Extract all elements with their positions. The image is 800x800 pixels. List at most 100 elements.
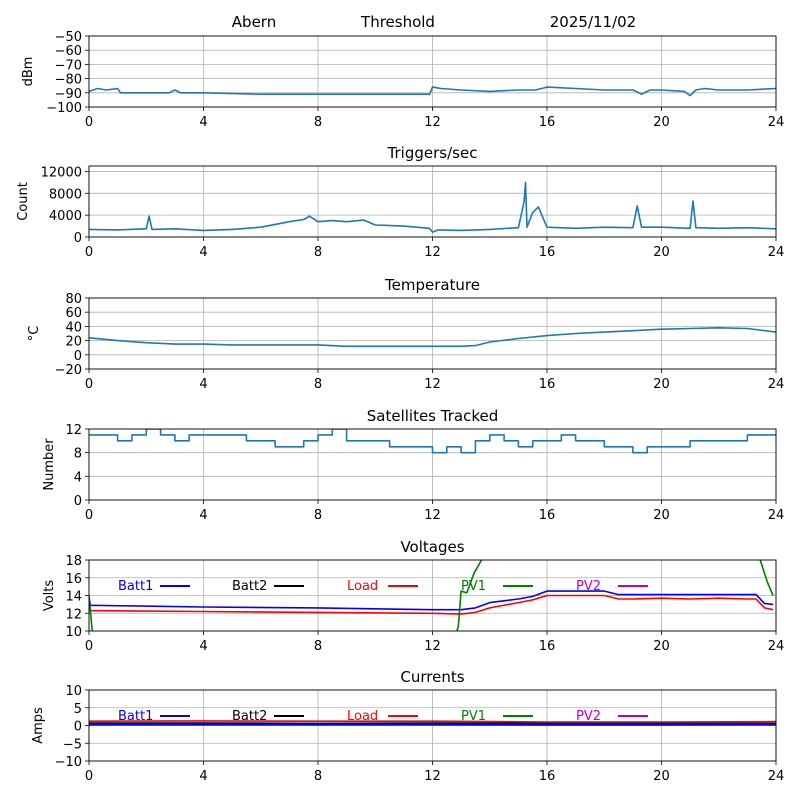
header-site: Abern xyxy=(232,13,276,31)
legend-label: Load xyxy=(347,709,378,724)
y-tick-label: 12 xyxy=(65,423,82,438)
legend-label: Load xyxy=(347,579,378,594)
y-tick-label: −90 xyxy=(55,87,82,102)
x-tick-label: 12 xyxy=(424,769,441,784)
x-tick-label: 8 xyxy=(314,508,322,523)
axes-frame xyxy=(88,689,777,762)
x-tick-label: 20 xyxy=(653,508,670,523)
axes-frame xyxy=(88,559,777,632)
axes-frame xyxy=(88,165,777,238)
y-tick-label: 80 xyxy=(65,292,82,307)
y-axis-label: Count xyxy=(16,182,31,221)
series-group xyxy=(89,327,776,348)
series-group xyxy=(89,181,776,233)
x-tick-label: 4 xyxy=(199,639,207,654)
legend-label: PV2 xyxy=(576,579,601,594)
x-tick-label: 20 xyxy=(653,245,670,260)
panel-title: Currents xyxy=(400,668,464,686)
x-tick-label: 12 xyxy=(424,508,441,523)
axes-frame xyxy=(88,297,777,370)
axes-frame xyxy=(88,35,777,108)
series-line-triggers xyxy=(89,181,776,233)
y-axis-label: Volts xyxy=(42,580,57,612)
y-tick-label: −70 xyxy=(55,58,82,73)
y-tick-label: −80 xyxy=(55,73,82,88)
x-tick-label: 12 xyxy=(424,639,441,654)
x-tick-label: 4 xyxy=(199,508,207,523)
x-tick-label: 24 xyxy=(768,377,785,392)
x-tick-label: 4 xyxy=(199,245,207,260)
series-line-load xyxy=(89,720,776,723)
legend-label: PV1 xyxy=(461,579,486,594)
legend-label: Batt1 xyxy=(118,579,153,594)
y-axis-label: Amps xyxy=(31,707,46,744)
legend-label: PV2 xyxy=(576,709,601,724)
y-tick-label: 10 xyxy=(65,625,82,640)
legend-label: Batt2 xyxy=(232,709,267,724)
x-tick-label: 24 xyxy=(768,508,785,523)
y-tick-label: −100 xyxy=(46,101,82,116)
series-line-load xyxy=(89,594,774,615)
x-tick-label: 8 xyxy=(314,377,322,392)
x-tick-label: 16 xyxy=(539,377,556,392)
x-tick-label: 0 xyxy=(85,377,93,392)
y-tick-label: 8000 xyxy=(49,187,82,202)
x-tick-label: 20 xyxy=(653,769,670,784)
legend-label: PV1 xyxy=(461,709,486,724)
x-tick-label: 0 xyxy=(85,115,93,130)
x-tick-label: 20 xyxy=(653,115,670,130)
x-tick-label: 24 xyxy=(768,639,785,654)
x-tick-label: 24 xyxy=(768,245,785,260)
x-tick-label: 0 xyxy=(85,769,93,784)
y-tick-label: 16 xyxy=(65,572,82,587)
y-tick-label: 0 xyxy=(74,231,82,246)
y-axis-label: Number xyxy=(42,438,57,491)
x-tick-label: 8 xyxy=(314,639,322,654)
x-tick-label: 12 xyxy=(424,377,441,392)
x-tick-label: 8 xyxy=(314,245,322,260)
x-tick-label: 24 xyxy=(768,115,785,130)
y-tick-label: 60 xyxy=(65,306,82,321)
panel-satellites: 0 4 8 12 16 20 24 0 4 8 12 Satellites Tracked Number xyxy=(42,407,784,523)
x-tick-label: 20 xyxy=(653,377,670,392)
x-tick-label: 20 xyxy=(653,639,670,654)
x-tick-label: 8 xyxy=(314,115,322,130)
legend-label: Batt1 xyxy=(118,709,153,724)
header-date: 2025/11/02 xyxy=(550,13,636,31)
y-tick-label: 18 xyxy=(65,554,82,569)
panel-title: Satellites Tracked xyxy=(367,407,498,425)
y-tick-label: 12 xyxy=(65,607,82,622)
y-tick-label: 12000 xyxy=(41,165,82,180)
series-group xyxy=(89,429,776,454)
y-tick-label: 4000 xyxy=(49,209,82,224)
series-group xyxy=(89,86,776,97)
y-tick-label: 14 xyxy=(65,590,82,605)
x-tick-label: 4 xyxy=(199,769,207,784)
series-line-temperature xyxy=(89,327,776,348)
y-axis-label: °C xyxy=(27,326,42,342)
x-tick-label: 16 xyxy=(539,115,556,130)
panel-title: Voltages xyxy=(400,538,464,556)
x-tick-label: 16 xyxy=(539,639,556,654)
x-tick-label: 16 xyxy=(539,769,556,784)
y-tick-label: −5 xyxy=(63,737,82,752)
y-tick-label: 10 xyxy=(65,684,82,699)
series-line-batt1 xyxy=(89,590,774,611)
y-tick-label: 5 xyxy=(74,702,82,717)
panel-voltages: 0 4 8 12 16 20 24 10 12 14 16 18 Voltages Volts Batt1 B… xyxy=(42,538,784,654)
axes-frame xyxy=(88,428,777,501)
x-tick-label: 8 xyxy=(314,769,322,784)
panel-title: Temperature xyxy=(384,276,480,294)
x-tick-label: 16 xyxy=(539,508,556,523)
x-tick-label: 4 xyxy=(199,377,207,392)
x-tick-label: 4 xyxy=(199,115,207,130)
y-tick-label: −20 xyxy=(55,363,82,378)
y-tick-label: 20 xyxy=(65,335,82,350)
x-tick-label: 12 xyxy=(424,245,441,260)
y-tick-label: 8 xyxy=(74,447,82,462)
y-tick-label: 0 xyxy=(74,494,82,509)
